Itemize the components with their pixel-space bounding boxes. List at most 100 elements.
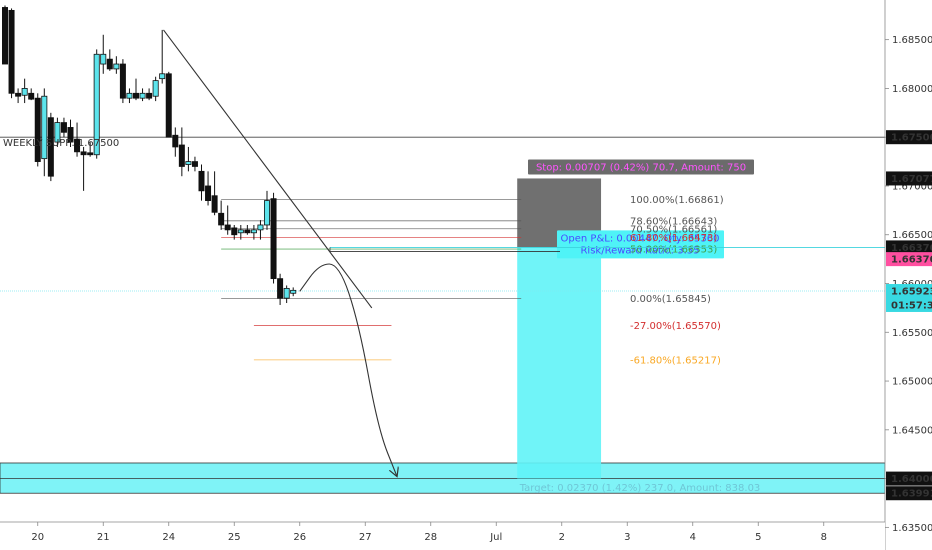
price-tag-label: 1.64000 xyxy=(891,474,932,485)
candle xyxy=(139,88,146,102)
candle-body xyxy=(21,88,28,96)
pnl-label: Open P&L: 0.00447, Qty: 35360 xyxy=(561,233,720,244)
candle-body xyxy=(139,92,146,99)
candle-body xyxy=(224,224,231,231)
candle xyxy=(237,224,244,240)
candle xyxy=(165,71,172,138)
y-tick-label: 1.67000 xyxy=(892,181,932,192)
price-tag-label: 1.66370 xyxy=(891,255,932,266)
candle xyxy=(231,224,238,240)
support-zone-layer xyxy=(0,462,886,494)
candle xyxy=(224,205,231,235)
price-axis-background xyxy=(885,0,932,550)
candle-body xyxy=(205,185,212,201)
candle xyxy=(185,146,192,172)
candle xyxy=(34,93,41,167)
candle-body xyxy=(60,122,67,133)
candle-body xyxy=(74,138,81,153)
candle-body xyxy=(100,53,107,65)
candle xyxy=(250,224,257,240)
candle-body xyxy=(119,63,126,99)
x-tick-label: 25 xyxy=(228,532,241,543)
candle-body xyxy=(41,95,48,160)
time-axis[interactable]: 20 21 24 25 26 27 28 Jul 2 3 4 5 8 xyxy=(0,521,885,550)
candle xyxy=(74,122,81,157)
candle-body xyxy=(270,198,277,280)
candle-body xyxy=(165,73,172,138)
x-tick-label: 5 xyxy=(755,532,761,543)
fib-level-label: 100.00%(1.66861) xyxy=(630,195,724,206)
x-tick-label: Jul xyxy=(489,532,502,543)
candle-body xyxy=(146,92,153,99)
stop-label-box xyxy=(528,159,754,175)
drawing-labels-layer: WEEKLY SUPP: 1.67500 xyxy=(3,138,119,149)
fib-level-label: 70.50%(1.66561) xyxy=(630,224,717,235)
candle xyxy=(47,112,54,182)
price-tag xyxy=(886,130,932,145)
descending-trendline[interactable] xyxy=(163,29,373,309)
candle xyxy=(126,88,133,104)
candle xyxy=(172,127,179,157)
candle-body xyxy=(80,151,87,156)
candle-body xyxy=(113,63,120,70)
fib-level-label: -27.00%(1.65570) xyxy=(630,321,721,332)
candle-body xyxy=(250,229,257,234)
candle xyxy=(132,78,139,101)
stop-label: Stop: 0.00707 (0.42%) 70.7, Amount: 750 xyxy=(536,162,746,173)
candle xyxy=(277,273,284,305)
candle xyxy=(21,78,28,104)
position-target-zone[interactable] xyxy=(517,247,602,479)
candle xyxy=(152,76,159,102)
candle-body xyxy=(237,229,244,234)
y-tick-label: 1.65000 xyxy=(892,377,932,388)
target-label: Target: 0.02370 (1.42%) 237.0, Amount: 8… xyxy=(519,483,761,494)
candle-body xyxy=(263,200,270,226)
candle-body xyxy=(132,92,139,99)
candle xyxy=(8,8,15,99)
fib-level-label: 0.00%(1.65845) xyxy=(630,294,711,305)
candle-body xyxy=(283,287,290,299)
candle-body xyxy=(244,229,251,234)
y-tick-label: 1.63500 xyxy=(892,523,932,534)
candle xyxy=(146,88,153,101)
candle-body xyxy=(8,9,15,94)
drawing-lines-layer[interactable] xyxy=(0,29,885,476)
candle xyxy=(100,34,107,74)
candle xyxy=(159,29,166,84)
candle-body xyxy=(211,195,218,213)
candle xyxy=(205,171,212,206)
candle xyxy=(106,49,113,71)
candle-body xyxy=(47,117,54,177)
candle xyxy=(113,56,120,74)
candle-body xyxy=(67,127,74,143)
price-tag xyxy=(886,284,932,299)
candle-body xyxy=(106,58,113,70)
candle-body xyxy=(126,92,133,99)
fib-retracement-tool[interactable]: 100.00%(1.66861) 78.60%(1.66643)70.50%(1.… xyxy=(221,195,724,366)
candle xyxy=(211,171,218,216)
fib-level-label: -61.80%(1.65217) xyxy=(630,355,721,366)
candle xyxy=(191,156,198,172)
price-tag-label: 1.63991 xyxy=(891,489,932,500)
short-position-tool[interactable]: Stop: 0.00707 (0.42%) 70.7, Amount: 750 O… xyxy=(517,159,760,494)
price-tag xyxy=(886,240,932,255)
price-tag xyxy=(886,471,932,486)
candle-body xyxy=(87,152,94,156)
candle-body xyxy=(34,97,41,162)
candle xyxy=(93,49,100,159)
fib-level-label: 78.60%(1.66643) xyxy=(630,216,717,227)
projection-arrow-curve[interactable] xyxy=(299,263,397,476)
candle xyxy=(244,224,251,235)
candle xyxy=(178,127,185,177)
candle-body xyxy=(277,278,284,299)
price-axis[interactable]: 1.690001.685001.680001.675001.670001.665… xyxy=(884,0,932,550)
candle xyxy=(60,117,67,138)
x-tick-label: 27 xyxy=(359,532,372,543)
price-tag-label: 01:57:36 xyxy=(891,300,932,311)
candle-body xyxy=(172,134,179,148)
candle xyxy=(263,190,270,230)
price-tag xyxy=(886,171,932,186)
price-tag xyxy=(886,252,932,267)
candle-body xyxy=(178,144,185,167)
